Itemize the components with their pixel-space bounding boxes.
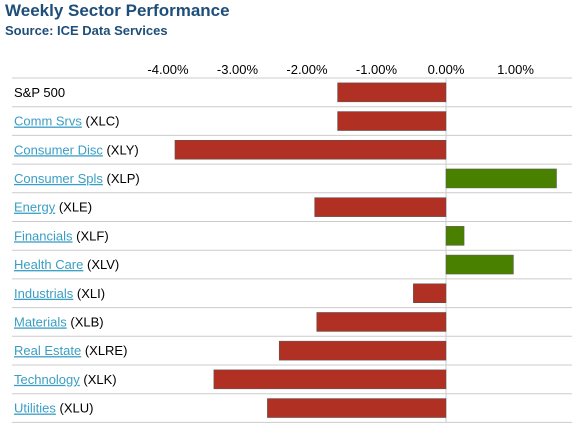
x-tick-label: -2.00% — [286, 62, 328, 77]
sector-link[interactable]: Health Care — [14, 257, 83, 272]
bar-comm-srvs — [337, 111, 447, 131]
bar-real-estate — [278, 340, 447, 361]
sector-link[interactable]: Comm Srvs — [14, 114, 82, 129]
row-label: S&P 500 — [14, 85, 65, 100]
ticker-label: (XLV) — [83, 257, 119, 272]
sector-link[interactable]: Utilities — [14, 401, 56, 416]
bar-industrials — [413, 283, 447, 303]
x-tick-label: -3.00% — [217, 62, 259, 77]
sector-link[interactable]: Financials — [14, 228, 73, 243]
ticker-label: (XLC) — [82, 114, 120, 129]
sector-link[interactable]: Consumer Spls — [14, 171, 103, 186]
row-label: Health Care (XLV) — [14, 257, 119, 272]
bar-financials — [445, 226, 465, 246]
row-label: Consumer Spls (XLP) — [14, 171, 140, 186]
bar-materials — [316, 312, 447, 332]
bar-utilities — [267, 398, 447, 418]
bar-s-p-500 — [337, 82, 447, 103]
sector-link[interactable]: Technology — [14, 372, 80, 387]
bar-consumer-disc — [174, 140, 447, 160]
bar-consumer-spls — [445, 168, 557, 189]
x-tick-label: -4.00% — [147, 62, 189, 77]
ticker-label: (XLE) — [55, 200, 92, 215]
chart-subtitle: Source: ICE Data Services — [5, 23, 168, 38]
ticker-label: (XLF) — [73, 228, 109, 243]
x-tick-label: -1.00% — [356, 62, 398, 77]
x-tick-label: 0.00% — [428, 62, 465, 77]
row-label: Energy (XLE) — [14, 200, 92, 215]
sector-link[interactable]: Industrials — [14, 286, 74, 301]
row-name: S&P 500 — [14, 85, 65, 100]
x-tick-label: 1.00% — [497, 62, 534, 77]
row-label: Comm Srvs (XLC) — [14, 114, 119, 129]
row-label: Real Estate (XLRE) — [14, 343, 127, 358]
row-label: Utilities (XLU) — [14, 401, 93, 416]
chart-title: Weekly Sector Performance — [5, 1, 230, 20]
sector-link[interactable]: Energy — [14, 200, 56, 215]
ticker-label: (XLP) — [103, 171, 140, 186]
sector-link[interactable]: Consumer Disc — [14, 142, 103, 157]
row-label: Materials (XLB) — [14, 314, 104, 329]
row-label: Technology (XLK) — [14, 372, 117, 387]
ticker-label: (XLY) — [103, 142, 139, 157]
bar-energy — [314, 197, 447, 217]
row-label: Financials (XLF) — [14, 228, 109, 243]
ticker-label: (XLU) — [56, 401, 94, 416]
bar-health-care — [445, 254, 514, 275]
bar-technology — [213, 369, 447, 390]
ticker-label: (XLRE) — [81, 343, 127, 358]
row-label: Industrials (XLI) — [14, 286, 105, 301]
ticker-label: (XLK) — [80, 372, 117, 387]
row-label: Consumer Disc (XLY) — [14, 142, 139, 157]
sector-link[interactable]: Materials — [14, 314, 67, 329]
ticker-label: (XLI) — [73, 286, 105, 301]
sector-link[interactable]: Real Estate — [14, 343, 81, 358]
ticker-label: (XLB) — [67, 314, 104, 329]
